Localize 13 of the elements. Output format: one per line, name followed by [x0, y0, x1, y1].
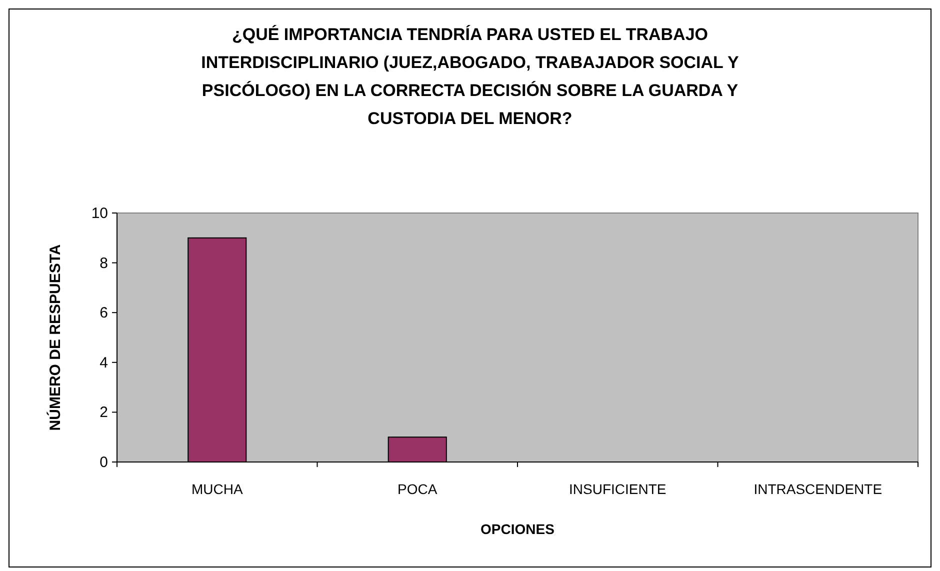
- x-tick-label: INTRASCENDENTE: [754, 481, 882, 497]
- y-tick-label: 6: [100, 304, 108, 322]
- y-tick-label: 4: [100, 354, 108, 372]
- x-tick-label: MUCHA: [191, 481, 244, 497]
- x-tick-label: POCA: [398, 481, 438, 497]
- x-axis-title: OPCIONES: [480, 521, 554, 537]
- y-axis-title: NÚMERO DE RESPUESTA: [46, 244, 64, 431]
- y-tick-label: 2: [100, 404, 108, 422]
- y-tick-label: 10: [91, 205, 108, 222]
- x-tick-label: INSUFICIENTE: [569, 481, 666, 497]
- y-tick-label: 8: [100, 254, 108, 272]
- y-tick-label: 0: [100, 454, 108, 471]
- chart-title: ¿QUÉ IMPORTANCIA TENDRÍA PARA USTED EL TRABAJO INTERDISCIPLINARIO (JUEZ,ABOGADO, TRABAJADOR SOCIAL Y PSICÓLOGO) EN LA CORRECTA DECISIÓN SOBRE LA GUARDA Y CUSTODIA DEL MENOR?: [201, 24, 740, 128]
